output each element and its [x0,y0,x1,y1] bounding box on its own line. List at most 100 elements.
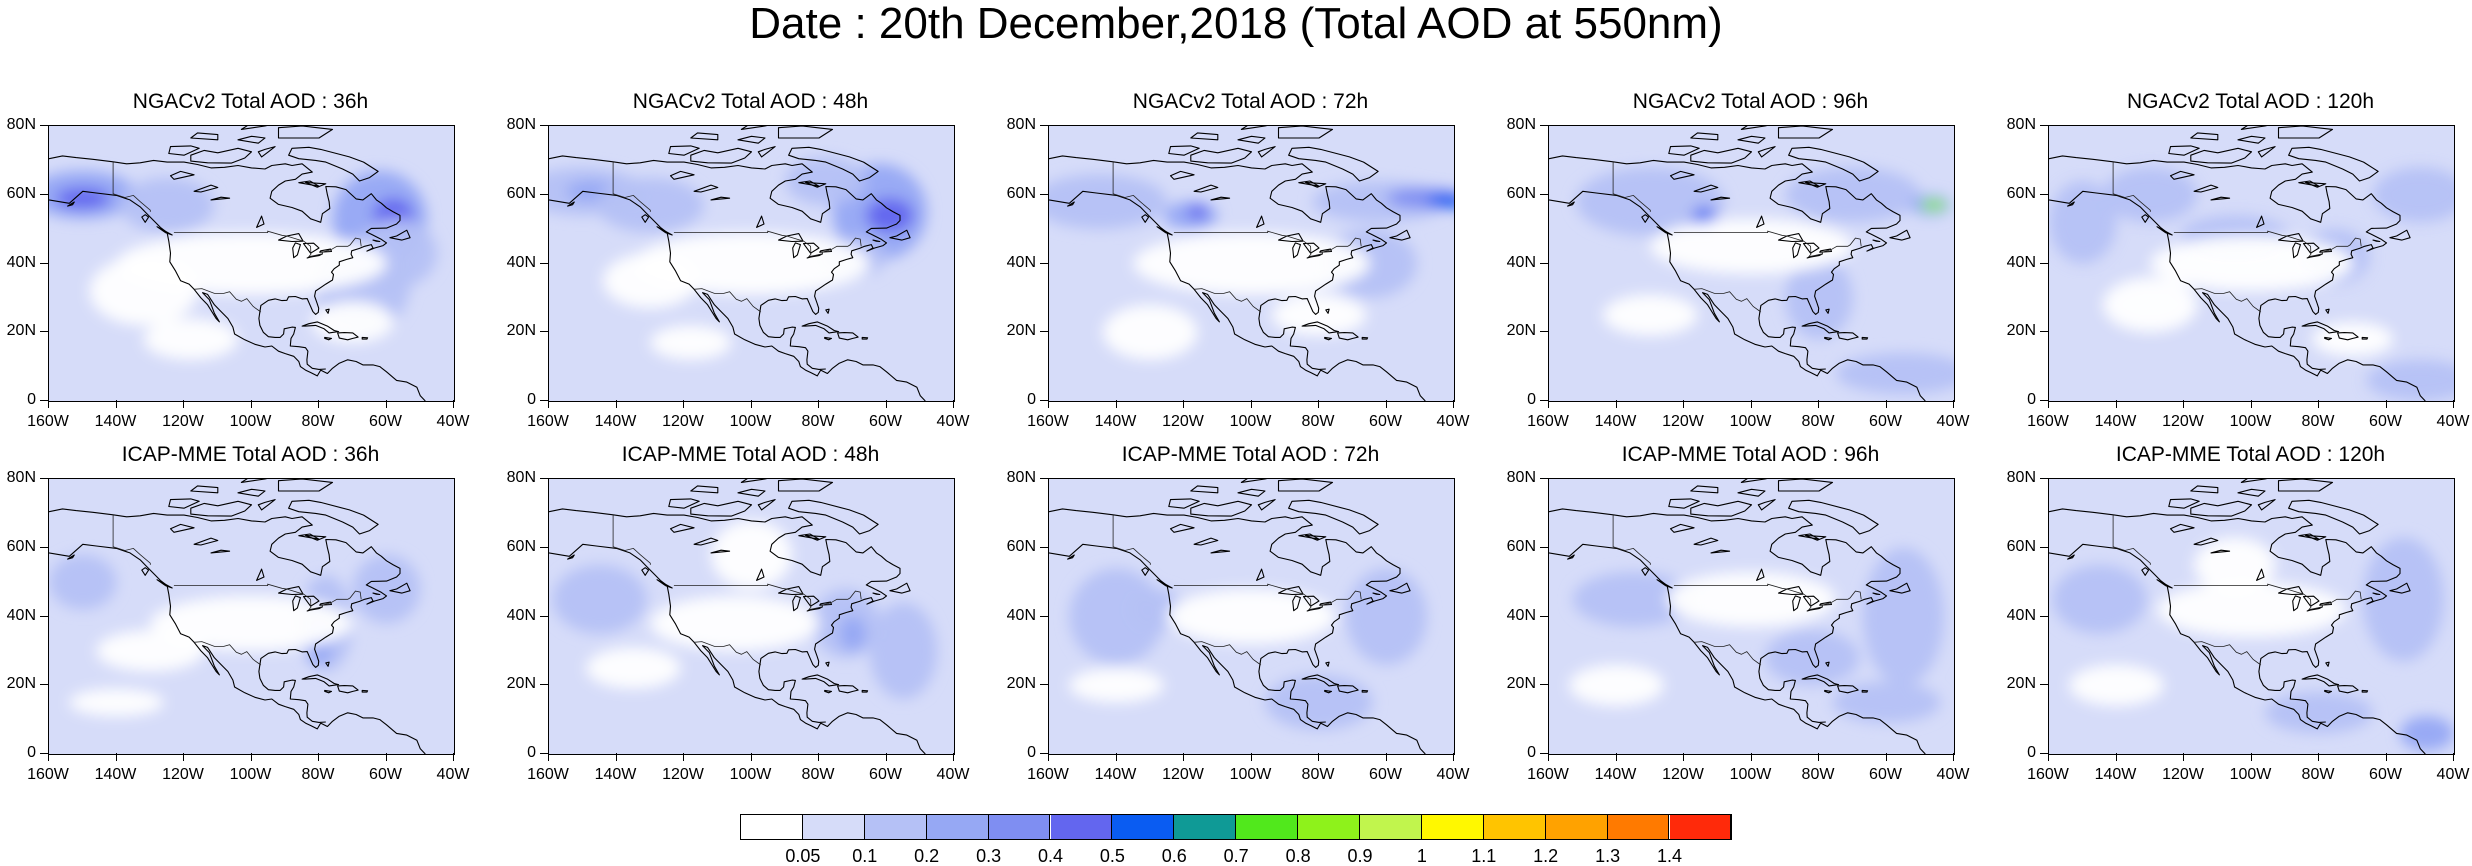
coastline [169,523,195,533]
national-border [2112,161,2362,313]
coastline [710,196,731,201]
aod-field [1569,547,1944,724]
colorbar-label: 0.8 [1285,846,1311,866]
aod-field [2049,167,2454,401]
coastline [1757,499,1776,511]
lon-tick-label: 160W [1027,413,1069,430]
coastline [690,485,719,494]
coastline [801,321,840,334]
lon-tick-label: 160W [527,766,569,783]
aod-blob [1271,294,1367,336]
coastline [1049,508,1401,668]
aod-blob [1650,218,1853,274]
lon-tick-label: 40W [936,766,970,783]
colorbar-label: 1.3 [1595,846,1621,866]
coastline [2049,155,2401,315]
coastline [210,196,231,201]
coastline [1168,145,1200,156]
coastline [1298,533,1320,540]
coastline [2169,523,2195,533]
lat-tick-label: 40N [506,253,536,271]
coastline [1389,229,1411,241]
coastline [1756,568,1765,581]
coastline [1549,155,1901,315]
coastline [1324,336,1333,341]
lat-tick-mark [1540,193,1548,195]
colorbar-label: 0.6 [1161,846,1187,866]
map-svg [49,126,454,401]
coastline [67,201,75,207]
lon-tick-mark [1548,400,1549,408]
lon-tick-mark [1615,753,1617,761]
colorbar-swatch [1545,815,1608,839]
lon-tick-mark [953,400,954,408]
coastline [240,479,268,483]
coastline [1549,190,1926,401]
aod-blob [2157,582,2346,638]
lon-tick-mark [1615,400,1617,408]
lon-tick-mark [2385,753,2387,761]
lat-tick-mark [2040,615,2048,617]
coastline [1690,500,1753,517]
coastline [361,336,369,340]
national-border [112,161,362,313]
lon-tick-mark [2453,400,2454,408]
lat-tick-mark [540,753,548,754]
aod-blob [650,595,819,651]
lon-tick-label: 120W [1162,766,1204,783]
lat-tick-mark [40,684,48,686]
coastline [1693,184,1719,193]
coastline [1801,674,1840,687]
coastline [301,674,340,687]
coastline [361,689,369,693]
coastline [304,534,327,541]
lat-tick-mark [40,193,48,195]
coastline [1169,170,1195,180]
map-area [1048,125,1455,402]
lon-tick-label: 160W [27,413,69,430]
lat-tick-label: 20N [1506,675,1536,693]
lat-tick-label: 60N [1006,184,1036,202]
aod-blob [1835,352,1954,395]
lat-tick-mark [1540,262,1548,264]
coastline [49,543,426,754]
lon-tick-mark [250,400,252,408]
coastline [2277,126,2334,139]
coastline [1372,239,1381,243]
aod-field [1576,167,1954,395]
lat-tick-mark [1040,193,1048,195]
coastline [2324,336,2333,341]
coastline [1693,537,1719,546]
coastline [1824,336,1833,341]
lon-tick-label: 120W [162,413,204,430]
coastline [861,689,869,693]
lon-tick-mark [1250,400,1252,408]
coastline [389,229,411,241]
coastline [1190,500,1253,517]
coastline [1258,664,1326,723]
coastline [819,248,833,253]
coastline [798,180,820,187]
coastline [1304,534,1327,541]
aod-field [49,554,421,717]
aod-blob [150,595,353,651]
colorbar-label: 0.5 [1099,846,1125,866]
lat-tick-mark [40,478,48,479]
coastline [2210,549,2231,554]
lon-tick-label: 40W [1936,766,1970,783]
national-border [2112,514,2362,666]
coastline [1277,233,1304,243]
coastline [740,479,768,483]
coastline [889,229,911,241]
coastline [237,135,266,144]
coastline [2240,479,2268,483]
colorbar-swatch [1483,815,1546,839]
coastline [258,311,326,370]
map-svg [2049,126,2454,401]
lon-tick-label: 60W [2369,766,2402,783]
lon-tick-mark [2183,400,2184,408]
lat-tick-label: 40N [506,606,536,624]
lon-tick-mark [683,400,684,408]
coastline [168,145,200,156]
coastline [1777,233,1804,243]
